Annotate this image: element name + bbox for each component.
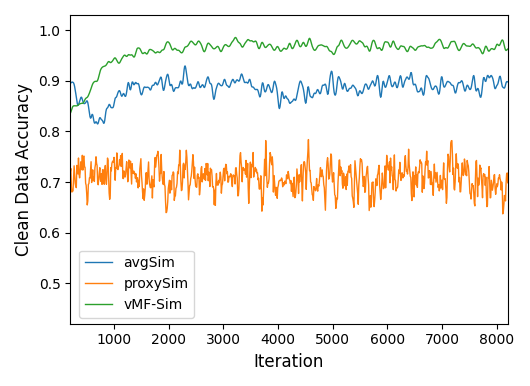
vMF-Sim [233,35,239,40]
avgSim [347,86,353,91]
vMF-Sim [67,111,74,116]
avgSim [322,82,329,86]
proxySim [305,137,312,142]
vMF-Sim [346,43,352,47]
avgSim [505,80,511,84]
proxySim [500,212,506,216]
proxySim [400,173,406,177]
X-axis label: Iteration: Iteration [254,353,324,371]
Line: avgSim: avgSim [70,66,508,124]
avgSim [94,122,101,126]
avgSim [445,79,451,84]
proxySim [333,202,340,207]
vMF-Sim [333,46,340,51]
avgSim [94,121,100,126]
proxySim [444,166,450,171]
Y-axis label: Clean Data Accuracy: Clean Data Accuracy [15,83,33,256]
avgSim [400,85,407,90]
proxySim [94,163,100,168]
avgSim [67,81,74,86]
vMF-Sim [94,79,100,83]
proxySim [505,180,511,185]
proxySim [346,170,352,175]
Line: proxySim: proxySim [70,140,508,214]
vMF-Sim [505,47,511,51]
vMF-Sim [444,46,450,51]
vMF-Sim [400,44,406,49]
Line: vMF-Sim: vMF-Sim [70,37,508,113]
Legend: avgSim, proxySim, vMF-Sim: avgSim, proxySim, vMF-Sim [79,251,194,318]
proxySim [67,170,74,174]
avgSim [334,84,340,88]
avgSim [182,64,189,68]
vMF-Sim [322,44,328,49]
proxySim [322,196,328,200]
